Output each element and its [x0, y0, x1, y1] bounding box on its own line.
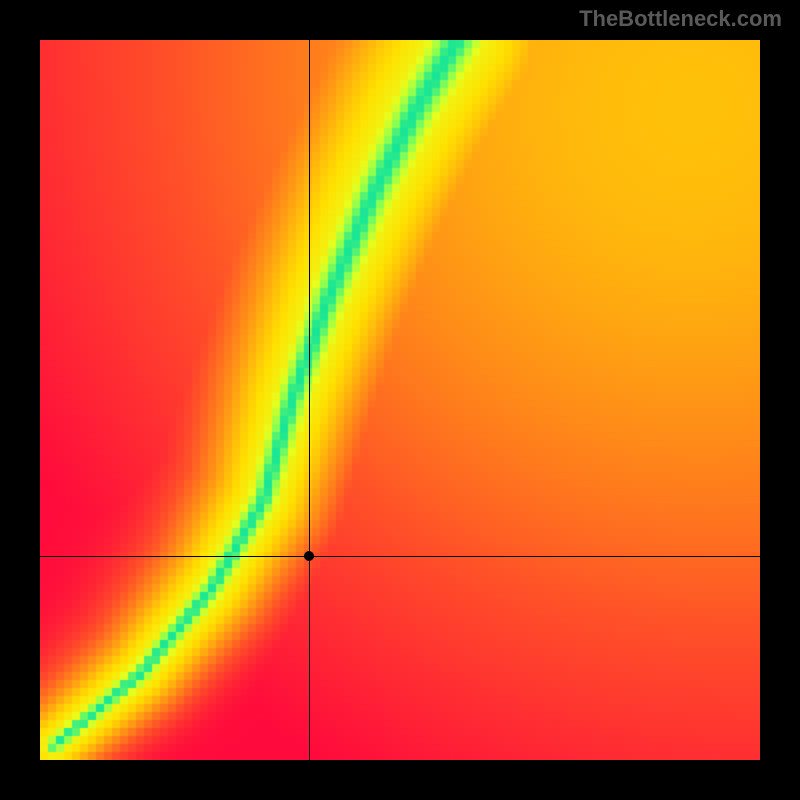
- crosshair-horizontal: [40, 556, 760, 557]
- plot-area: [40, 40, 760, 760]
- heatmap-canvas: [40, 40, 760, 760]
- marker-dot: [304, 551, 314, 561]
- watermark-text: TheBottleneck.com: [579, 6, 782, 32]
- crosshair-vertical: [309, 40, 310, 760]
